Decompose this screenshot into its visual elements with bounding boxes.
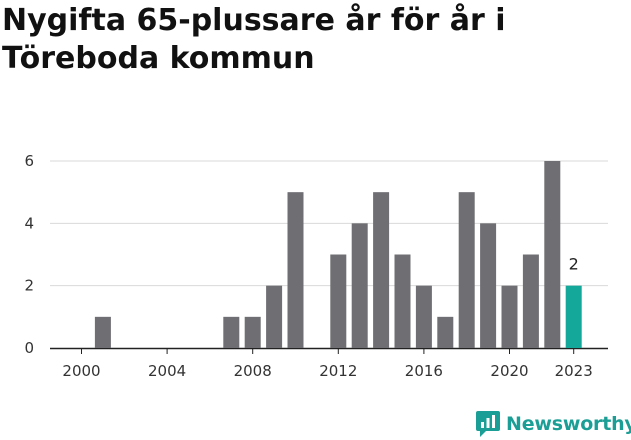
x-tick-label: 2004 (148, 362, 186, 380)
data-label-highlight: 2 (569, 255, 579, 274)
x-tick-label: 2000 (62, 362, 100, 380)
y-tick-label: 4 (24, 214, 34, 232)
bar (415, 285, 432, 348)
bar (458, 192, 475, 348)
chart-title: Nygifta 65-plussare år för år i Töreboda… (2, 3, 506, 76)
bar (544, 161, 561, 348)
brand-name: Newsworthy (506, 413, 631, 435)
x-axis-ticks: 2000 2004 2008 2012 2016 2020 2023 (62, 348, 593, 380)
bar (373, 192, 390, 348)
x-tick-label: 2020 (490, 362, 528, 380)
bar (501, 285, 518, 348)
bars (94, 161, 582, 348)
bar (266, 285, 283, 348)
y-tick-label: 2 (24, 277, 34, 295)
x-tick-label: 2008 (234, 362, 272, 380)
y-tick-label: 0 (24, 339, 34, 357)
newsworthy-brand[interactable]: Newsworthy (476, 408, 631, 440)
y-tick-label: 6 (24, 152, 34, 170)
y-axis-ticks: 0 2 4 6 (24, 152, 34, 357)
bar (480, 223, 497, 348)
bar (223, 316, 240, 348)
x-tick-label: 2016 (405, 362, 443, 380)
bar (330, 254, 347, 348)
x-tick-label: 2023 (555, 362, 593, 380)
newsworthy-logo-icon (476, 411, 500, 437)
bar (94, 316, 111, 348)
x-tick-label: 2012 (319, 362, 357, 380)
bar (351, 223, 368, 348)
bar (244, 316, 261, 348)
bar-highlight (565, 285, 582, 348)
bar (287, 192, 304, 348)
data-labels: 2 (569, 255, 579, 274)
bar (522, 254, 539, 348)
bar (437, 316, 454, 348)
bar (394, 254, 411, 348)
